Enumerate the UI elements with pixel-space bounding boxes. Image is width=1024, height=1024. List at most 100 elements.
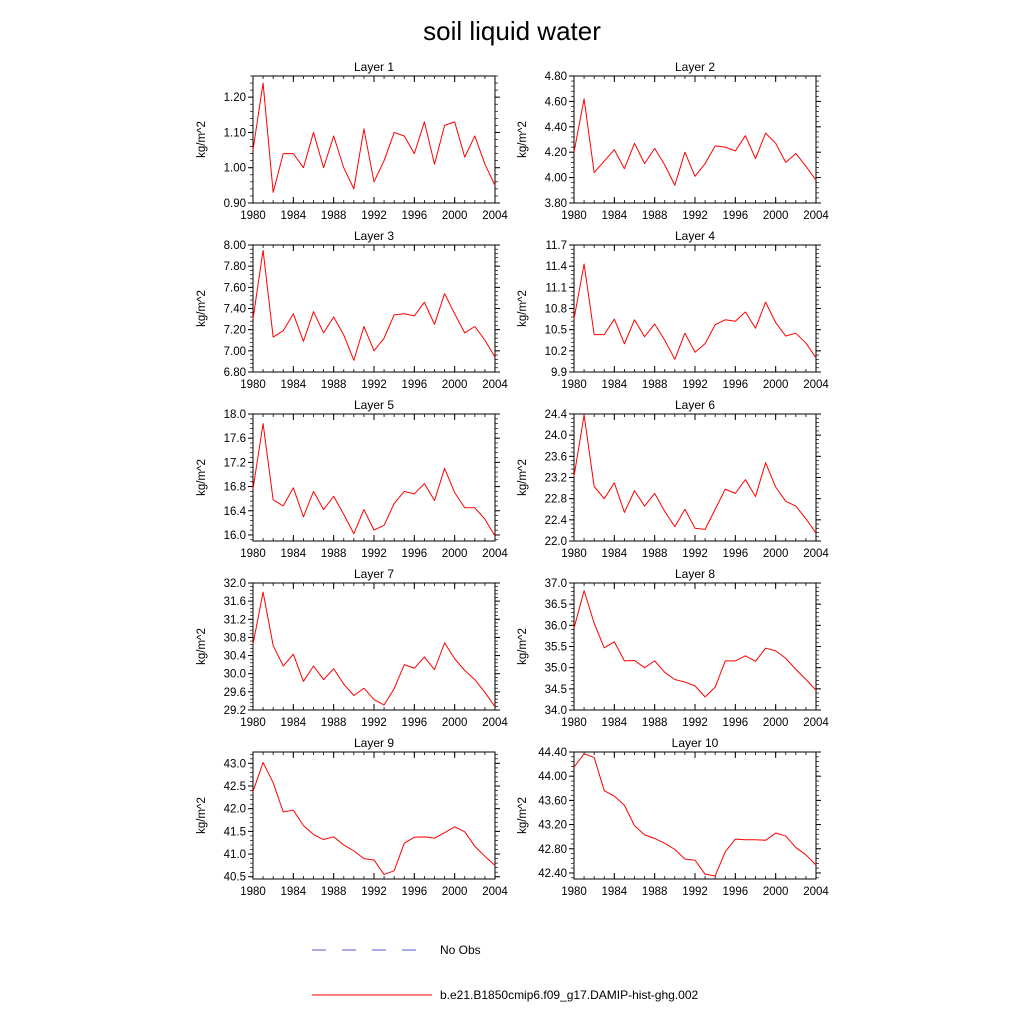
x-tick-label: 1988 [642, 548, 668, 560]
y-tick-label: 35.5 [545, 642, 567, 654]
x-tick-label: 1980 [561, 210, 587, 222]
y-tick-label: 43.20 [538, 820, 567, 832]
y-tick-label: 23.6 [545, 451, 567, 463]
y-tick-label: 7.60 [224, 282, 246, 294]
panel-title: Layer 4 [675, 229, 715, 243]
x-tick-label: 2000 [763, 548, 789, 560]
x-tick-label: 1996 [723, 379, 749, 391]
y-axis-label: kg/m^2 [517, 459, 529, 496]
y-axis-label: kg/m^2 [196, 459, 208, 496]
y-tick-label: 22.0 [545, 536, 567, 548]
series-line [252, 82, 496, 193]
x-tick-label: 1992 [361, 548, 387, 560]
x-tick-label: 1988 [642, 210, 668, 222]
y-axis-label: kg/m^2 [517, 797, 529, 834]
legend-label-no-obs: No Obs [440, 943, 481, 957]
y-tick-label: 10.5 [545, 325, 567, 337]
panel-title: Layer 8 [675, 567, 715, 581]
x-tick-label: 1984 [281, 548, 307, 560]
y-tick-label: 7.40 [224, 304, 246, 316]
y-axis-label: kg/m^2 [196, 628, 208, 665]
x-tick-label: 1980 [240, 886, 266, 898]
y-axis-label: kg/m^2 [517, 290, 529, 327]
x-tick-label: 1984 [281, 886, 307, 898]
x-tick-label: 1992 [361, 717, 387, 729]
y-tick-label: 4.00 [545, 173, 567, 185]
y-tick-label: 29.6 [224, 687, 246, 699]
y-tick-label: 16.0 [224, 530, 246, 542]
y-tick-label: 36.0 [545, 620, 567, 632]
series-line [573, 590, 817, 698]
y-tick-label: 9.9 [551, 367, 567, 379]
y-tick-label: 43.0 [224, 758, 246, 770]
y-tick-label: 23.2 [545, 473, 567, 485]
x-tick-label: 2000 [763, 379, 789, 391]
x-tick-label: 1996 [723, 886, 749, 898]
y-tick-label: 30.4 [224, 651, 247, 663]
x-tick-label: 1980 [240, 548, 266, 560]
y-tick-label: 8.00 [224, 240, 246, 252]
x-tick-label: 2004 [482, 210, 508, 222]
x-tick-label: 1988 [321, 717, 347, 729]
y-axis-label: kg/m^2 [196, 797, 208, 834]
x-tick-label: 1980 [561, 886, 587, 898]
x-tick-label: 1992 [682, 379, 708, 391]
y-tick-label: 29.2 [224, 705, 246, 717]
x-tick-label: 1980 [240, 717, 266, 729]
panel-layer-2: Layer 2 1980 1984 1988 1992 1996 2000 2004 3.80 4… [517, 60, 829, 222]
y-tick-label: 35.0 [545, 663, 567, 675]
y-tick-label: 41.0 [224, 849, 246, 861]
x-tick-label: 1992 [682, 548, 708, 560]
x-tick-label: 1992 [361, 379, 387, 391]
x-tick-label: 2000 [442, 548, 468, 560]
x-tick-label: 1992 [682, 717, 708, 729]
x-tick-label: 1996 [402, 886, 428, 898]
y-axis-label: kg/m^2 [196, 121, 208, 158]
x-tick-label: 1992 [361, 210, 387, 222]
x-tick-label: 1996 [402, 548, 428, 560]
y-tick-label: 42.40 [538, 868, 567, 880]
plot-frame [252, 244, 496, 373]
x-tick-label: 1984 [602, 548, 628, 560]
x-tick-label: 1992 [682, 210, 708, 222]
x-tick-label: 1996 [723, 717, 749, 729]
y-tick-label: 16.8 [224, 482, 246, 494]
y-tick-label: 16.4 [224, 506, 247, 518]
x-tick-label: 2004 [803, 886, 829, 898]
y-tick-label: 42.0 [224, 804, 246, 816]
legend-label-model: b.e21.B1850cmip6.f09_g17.DAMIP-hist-ghg.… [440, 988, 698, 1002]
x-tick-label: 2004 [803, 548, 829, 560]
x-tick-label: 1988 [642, 886, 668, 898]
main-title: soil liquid water [423, 16, 601, 46]
y-axis-label: kg/m^2 [517, 628, 529, 665]
x-tick-label: 1984 [602, 210, 628, 222]
plot-frame [573, 75, 817, 204]
y-tick-label: 11.1 [545, 282, 567, 294]
x-tick-label: 2004 [482, 886, 508, 898]
plot-frame [573, 413, 817, 542]
legend: No Obs b.e21.B1850cmip6.f09_g17.DAMIP-hi… [312, 943, 698, 1002]
plot-frame [252, 413, 496, 542]
y-tick-label: 4.20 [545, 147, 567, 159]
y-tick-label: 0.90 [224, 198, 246, 210]
y-tick-label: 11.4 [545, 261, 567, 273]
panel-layer-4: Layer 4 1980 1984 1988 1992 1996 2000 2004 9.9 10… [517, 229, 829, 391]
x-tick-label: 1996 [723, 548, 749, 560]
y-tick-label: 43.60 [538, 795, 567, 807]
y-tick-label: 22.8 [545, 494, 567, 506]
panel-layer-7: Layer 7 1980 1984 1988 1992 1996 2000 2004 29.2 2… [196, 567, 508, 729]
y-tick-label: 24.4 [545, 409, 568, 421]
x-tick-label: 2004 [803, 210, 829, 222]
y-tick-label: 41.5 [224, 826, 246, 838]
x-tick-label: 2000 [442, 210, 468, 222]
panel-title: Layer 2 [675, 60, 715, 74]
panel-layer-5: Layer 5 1980 1984 1988 1992 1996 2000 2004 16.0 1… [196, 398, 508, 560]
panel-layer-3: Layer 3 1980 1984 1988 1992 1996 2000 2004 6.80 7… [196, 229, 508, 391]
panel-layer-9: Layer 9 1980 1984 1988 1992 1996 2000 2004 40.5 4… [196, 736, 508, 898]
y-tick-label: 44.40 [538, 747, 567, 759]
series-line [573, 263, 817, 360]
y-tick-label: 3.80 [545, 198, 567, 210]
series-line [573, 414, 817, 534]
y-tick-label: 7.20 [224, 325, 246, 337]
x-tick-label: 1980 [561, 548, 587, 560]
